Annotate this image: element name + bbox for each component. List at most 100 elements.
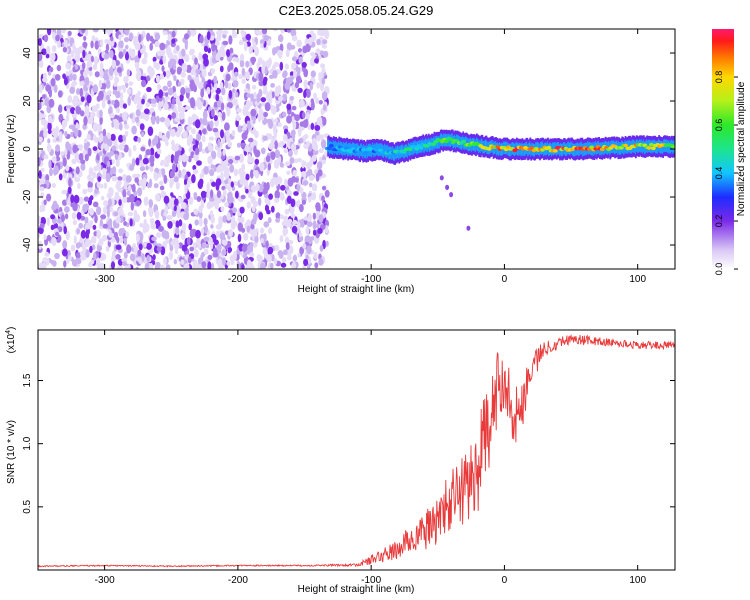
noise-speck bbox=[118, 122, 123, 131]
noise-speck bbox=[102, 128, 107, 138]
noise-speck bbox=[222, 30, 229, 35]
noise-speck bbox=[296, 184, 301, 193]
noise-speck bbox=[315, 202, 321, 211]
noise-speck bbox=[211, 43, 216, 52]
track-point bbox=[646, 146, 652, 150]
noise-speck bbox=[149, 42, 153, 51]
scale-exponent: 4 bbox=[5, 330, 12, 334]
noise-speck bbox=[292, 255, 297, 262]
snr-plot-area bbox=[38, 334, 675, 568]
noise-speck bbox=[92, 84, 99, 93]
noise-speck bbox=[86, 60, 92, 68]
noise-speck bbox=[231, 130, 236, 137]
noise-speck bbox=[189, 229, 195, 239]
noise-speck bbox=[151, 236, 157, 241]
noise-speck bbox=[143, 52, 148, 59]
noise-speck bbox=[156, 246, 162, 252]
noise-speck bbox=[241, 264, 245, 269]
noise-speck bbox=[88, 262, 93, 268]
noise-speck bbox=[152, 56, 157, 63]
noise-speck bbox=[270, 105, 277, 115]
noise-speck bbox=[124, 51, 130, 61]
noise-speck bbox=[292, 63, 297, 69]
noise-speck bbox=[137, 96, 143, 102]
track-point bbox=[414, 147, 420, 151]
noise-speck bbox=[201, 135, 206, 143]
noise-speck bbox=[146, 254, 151, 262]
colorbar-tick-label: 0.0 bbox=[714, 263, 724, 276]
track-point bbox=[651, 146, 656, 151]
noise-speck bbox=[210, 189, 214, 199]
noise-speck bbox=[143, 223, 150, 233]
noise-speck bbox=[314, 262, 319, 269]
noise-speck bbox=[107, 198, 112, 207]
noise-speck bbox=[155, 62, 160, 71]
noise-speck bbox=[111, 145, 117, 151]
noise-speck bbox=[300, 218, 305, 228]
noise-speck bbox=[265, 240, 269, 248]
noise-speck bbox=[268, 227, 273, 235]
noise-speck bbox=[102, 82, 107, 90]
track-point bbox=[363, 151, 368, 155]
noise-speck bbox=[148, 138, 152, 147]
noise-speck bbox=[274, 244, 280, 251]
noise-speck bbox=[158, 180, 164, 186]
noise-speck bbox=[98, 79, 103, 89]
noise-speck bbox=[207, 261, 212, 269]
noise-speck bbox=[221, 111, 226, 121]
noise-speck bbox=[137, 137, 142, 143]
noise-speck bbox=[238, 40, 244, 46]
noise-speck bbox=[54, 74, 61, 81]
noise-speck bbox=[228, 89, 233, 99]
noise-speck bbox=[105, 79, 111, 89]
noise-speck bbox=[288, 240, 294, 245]
noise-speck bbox=[194, 57, 198, 65]
x-tick-label: 0 bbox=[502, 575, 508, 586]
noise-speck bbox=[199, 101, 203, 108]
noise-speck bbox=[68, 177, 72, 187]
noise-speck bbox=[148, 199, 153, 208]
noise-speck bbox=[49, 167, 53, 177]
y-tick-label: 0 bbox=[22, 146, 33, 152]
noise-speck bbox=[166, 130, 170, 140]
noise-speck bbox=[110, 36, 114, 42]
noise-speck bbox=[89, 176, 94, 183]
noise-speck bbox=[40, 167, 45, 173]
noise-speck bbox=[206, 201, 212, 210]
noise-speck bbox=[288, 150, 293, 157]
noise-speck bbox=[321, 44, 327, 49]
noise-speck bbox=[217, 111, 222, 118]
noise-speck bbox=[173, 198, 179, 206]
noise-speck bbox=[159, 74, 164, 80]
noise-speck bbox=[174, 117, 181, 122]
noise-speck bbox=[222, 148, 226, 156]
noise-speck bbox=[190, 97, 195, 106]
noise-speck bbox=[173, 259, 177, 265]
noise-speck bbox=[178, 169, 182, 179]
noise-speck bbox=[51, 183, 57, 188]
noise-speck bbox=[286, 170, 291, 176]
noise-speck bbox=[47, 144, 52, 153]
noise-speck bbox=[118, 40, 124, 48]
noise-speck bbox=[288, 245, 294, 255]
noise-speck bbox=[65, 62, 71, 70]
noise-speck bbox=[56, 39, 62, 49]
noise-speck bbox=[167, 199, 174, 209]
noise-speck bbox=[138, 154, 142, 162]
noise-speck bbox=[48, 98, 55, 108]
noise-speck bbox=[81, 242, 87, 251]
snr-frame bbox=[37, 329, 676, 571]
noise-speck bbox=[192, 164, 197, 171]
noise-speck bbox=[196, 160, 202, 166]
noise-speck bbox=[207, 254, 213, 260]
noise-speck bbox=[80, 159, 86, 165]
noise-speck bbox=[63, 77, 68, 86]
noise-speck bbox=[103, 200, 109, 207]
noise-speck bbox=[259, 227, 265, 234]
noise-speck bbox=[247, 123, 252, 130]
noise-speck bbox=[80, 96, 85, 102]
noise-speck bbox=[321, 116, 327, 126]
noise-speck bbox=[194, 119, 201, 129]
noise-speck bbox=[38, 102, 42, 111]
noise-speck bbox=[158, 99, 164, 108]
